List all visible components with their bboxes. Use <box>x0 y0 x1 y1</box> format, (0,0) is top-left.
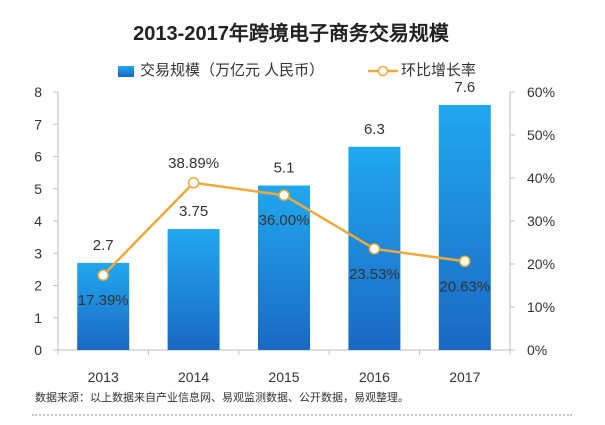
left-axis-tick-label: 5 <box>34 181 42 197</box>
left-axis-tick-label: 3 <box>34 245 42 261</box>
right-axis-tick-label: 0% <box>527 342 547 358</box>
left-axis-tick-label: 4 <box>34 213 42 229</box>
growth-rate-marker-2015 <box>278 189 290 201</box>
growth-rate-label-2014: 38.89% <box>168 155 219 172</box>
left-axis-tick-label: 0 <box>34 342 42 358</box>
bar-2014 <box>167 229 220 350</box>
x-axis-label-2014: 2014 <box>178 369 209 385</box>
growth-rate-marker-2016 <box>368 243 381 255</box>
bar-value-label-2013: 2.7 <box>93 237 114 254</box>
legend-item-growth-rate: 环比增长率 <box>368 62 476 80</box>
dotted-divider <box>32 414 572 416</box>
x-axis-label-2016: 2016 <box>359 369 390 385</box>
bar-value-label-2014: 3.75 <box>179 203 208 220</box>
legend-label-growth-rate: 环比增长率 <box>401 62 477 79</box>
bar-2017 <box>438 104 491 351</box>
x-axis-label-2015: 2015 <box>268 369 299 385</box>
right-axis-tick-label: 40% <box>527 170 555 186</box>
bar-2015 <box>258 185 310 350</box>
growth-rate-label-2017: 20.63% <box>439 278 490 295</box>
x-axis-label-2017: 2017 <box>449 369 480 385</box>
growth-rate-label-2015: 36.00% <box>259 212 310 229</box>
right-axis-tick-label: 10% <box>527 299 555 315</box>
right-axis-tick-label: 20% <box>527 256 555 272</box>
left-axis-tick-label: 1 <box>34 310 42 326</box>
growth-rate-marker-2017 <box>459 255 471 268</box>
legend-label-trade-volume: 交易规模（万亿元 人民币） <box>140 62 325 79</box>
right-axis-tick-label: 50% <box>527 127 555 143</box>
chart-title: 2013-2017年跨境电子商务交易规模 <box>133 23 449 45</box>
source-note: 数据来源：以上数据来自产业信息网、易观监测数据、公开数据，易观整理。 <box>35 392 409 404</box>
legend-line-swatch <box>368 65 398 77</box>
bar-value-label-2017: 7.6 <box>454 79 475 96</box>
growth-rate-label-2013: 17.39% <box>78 292 129 309</box>
legend-bar-swatch <box>118 65 134 77</box>
bar-value-label-2016: 6.3 <box>364 121 385 138</box>
growth-rate-label-2016: 23.53% <box>349 266 400 283</box>
legend-line-marker <box>377 65 389 77</box>
growth-rate-marker-2014 <box>187 177 200 189</box>
left-axis-tick-label: 6 <box>34 149 42 165</box>
right-axis-tick-label: 60% <box>527 84 555 100</box>
x-axis-label-2013: 2013 <box>88 369 119 385</box>
legend-item-trade-volume: 交易规模（万亿元 人民币） <box>118 62 324 80</box>
right-axis-tick-label: 30% <box>527 213 555 229</box>
growth-rate-marker-2013 <box>97 269 109 281</box>
bar-value-label-2015: 5.1 <box>274 160 295 177</box>
left-axis-tick-label: 2 <box>34 278 42 294</box>
left-axis-tick-label: 8 <box>34 84 42 100</box>
left-axis-tick-label: 7 <box>34 116 42 132</box>
